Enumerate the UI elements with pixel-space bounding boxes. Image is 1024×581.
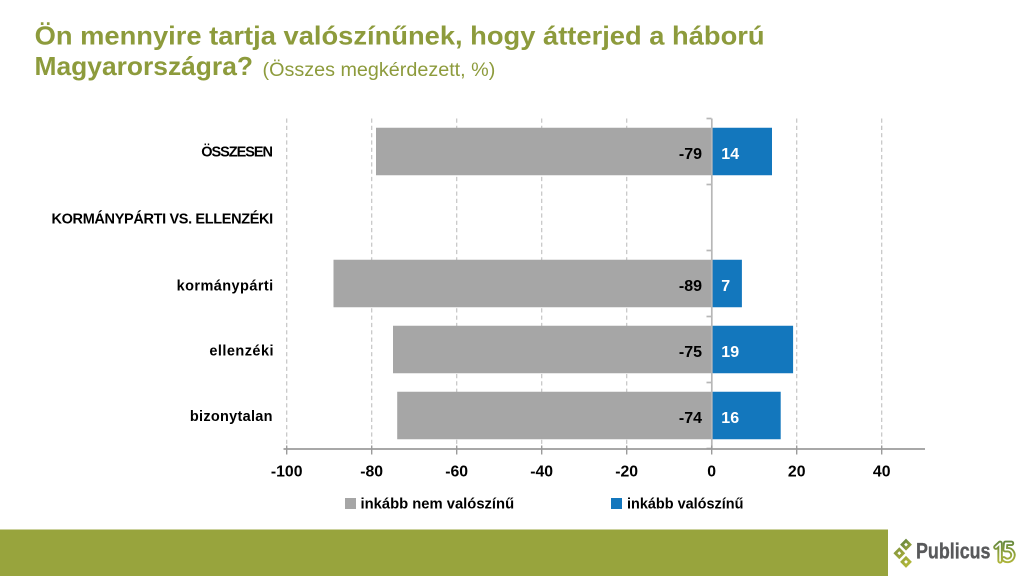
svg-text:ÖSSZESEN: ÖSSZESEN <box>201 144 273 161</box>
svg-text:-40: -40 <box>530 464 553 481</box>
svg-text:Magyarországra?: Magyarországra? <box>35 51 253 81</box>
svg-text:19: 19 <box>721 344 739 361</box>
svg-text:7: 7 <box>721 278 730 295</box>
svg-text:-79: -79 <box>679 146 702 163</box>
svg-text:Publicus: Publicus <box>916 539 991 564</box>
svg-text:-89: -89 <box>679 278 702 295</box>
svg-text:bizonytalan: bizonytalan <box>190 409 273 425</box>
svg-text:inkább nem valószínű: inkább nem valószínű <box>361 496 515 513</box>
svg-text:-74: -74 <box>679 410 702 427</box>
svg-text:16: 16 <box>721 410 739 427</box>
svg-text:Ön mennyire tartja valószínűne: Ön mennyire tartja valószínűnek, hogy át… <box>35 21 765 51</box>
svg-text:-80: -80 <box>360 464 383 481</box>
svg-text:-20: -20 <box>615 464 638 481</box>
svg-text:inkább valószínű: inkább valószínű <box>627 496 743 513</box>
svg-text:kormánypárti: kormánypárti <box>177 279 274 295</box>
svg-text:14: 14 <box>721 146 739 163</box>
svg-text:(Összes megkérdezett, %): (Összes megkérdezett, %) <box>263 60 496 81</box>
svg-text:20: 20 <box>788 464 806 481</box>
svg-text:0: 0 <box>707 464 716 481</box>
svg-text:40: 40 <box>873 464 891 481</box>
svg-text:-60: -60 <box>445 464 468 481</box>
svg-text:KORMÁNYPÁRTI VS. ELLENZÉKI: KORMÁNYPÁRTI VS. ELLENZÉKI <box>52 210 274 227</box>
svg-text:-75: -75 <box>679 344 702 361</box>
svg-text:ellenzéki: ellenzéki <box>209 344 273 360</box>
svg-text:-100: -100 <box>271 464 303 481</box>
